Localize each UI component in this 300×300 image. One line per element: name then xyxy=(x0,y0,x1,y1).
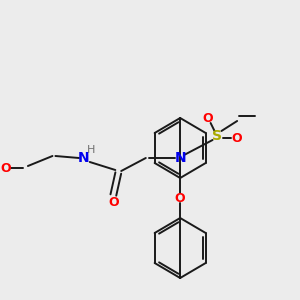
Text: N: N xyxy=(78,151,90,165)
Text: O: O xyxy=(108,196,119,209)
Text: N: N xyxy=(174,151,186,165)
Text: H: H xyxy=(87,145,95,155)
Text: O: O xyxy=(202,112,213,124)
Text: O: O xyxy=(232,131,242,145)
Text: O: O xyxy=(175,191,185,205)
Text: O: O xyxy=(0,161,11,175)
Text: S: S xyxy=(212,129,223,143)
